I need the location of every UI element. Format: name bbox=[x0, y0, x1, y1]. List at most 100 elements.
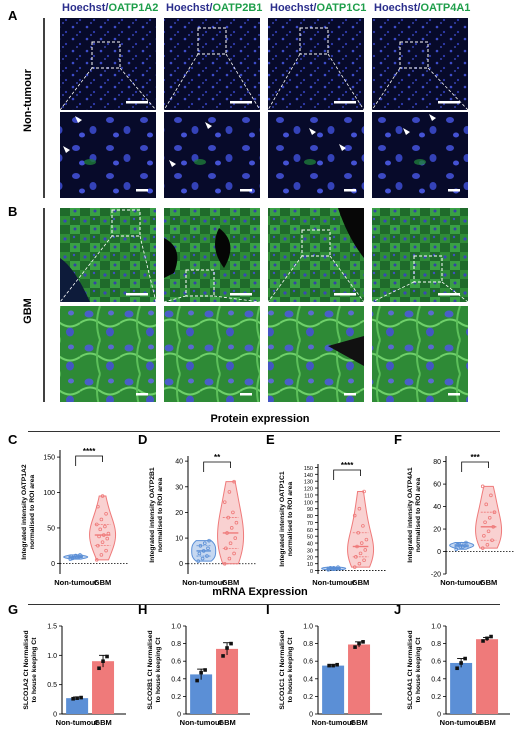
data-point bbox=[455, 666, 459, 671]
chart-d: D 0 10 20 30 40 Integrated intensity OATP2B1no… bbox=[138, 432, 256, 587]
data-point bbox=[356, 530, 361, 535]
micrograph-ov-nt-3 bbox=[267, 18, 365, 111]
column-header-oatp2b1: Hoechst/OATP2B1 bbox=[166, 2, 263, 14]
micrograph-zm-gbm-4 bbox=[372, 306, 468, 402]
data-point bbox=[232, 551, 236, 556]
data-point bbox=[75, 696, 79, 700]
data-point bbox=[486, 529, 491, 534]
y-axis-label: Integrated intensity OATP1A2normalised t… bbox=[21, 464, 36, 560]
x-category-label: GBM bbox=[94, 718, 112, 727]
data-point bbox=[234, 520, 239, 525]
data-point bbox=[224, 546, 228, 551]
y-tick-label: 0.5 bbox=[47, 682, 57, 689]
x-category-label: GBM bbox=[350, 718, 368, 727]
y-axis-label: SLCO1A2 Ct Normalisedto house keeping Ct bbox=[23, 630, 38, 709]
panel-letter-h: H bbox=[138, 602, 147, 617]
data-point bbox=[483, 520, 487, 525]
data-point bbox=[361, 640, 365, 644]
chart-g: G 0 0.5 1.0 1.5 SLCO1A2 Ct Normalisedto house… bbox=[8, 602, 126, 727]
y-tick-label: 40 bbox=[307, 542, 313, 548]
y-tick-label: 0.6 bbox=[171, 659, 181, 666]
chart-h: H 0 0.2 0.4 0.6 0.8 1.0 SLCO2B1 Ct Normalisedto… bbox=[138, 602, 250, 727]
chart-i: I 0 0.2 0.4 0.6 0.8 1.0 SLCO1C1 Ct Normalisedto… bbox=[266, 602, 382, 727]
zoom-line bbox=[329, 255, 365, 303]
zoom-region-box bbox=[91, 41, 121, 69]
zoom-region-box bbox=[185, 269, 215, 297]
y-tick-label: 80 bbox=[433, 459, 441, 466]
y-tick-label: 1.5 bbox=[47, 624, 57, 631]
data-point bbox=[99, 517, 104, 522]
x-category-label: GBM bbox=[222, 578, 240, 587]
x-category-label: Non-tumour bbox=[440, 578, 483, 587]
y-tick-label: 50 bbox=[47, 525, 55, 532]
y-tick-label: 0.2 bbox=[303, 694, 313, 701]
y-tick-label: 10 bbox=[307, 562, 313, 568]
zoom-line bbox=[267, 255, 303, 303]
y-axis-label: Integrated intensity OATP1C1normalised t… bbox=[279, 471, 294, 567]
significance-bracket bbox=[333, 469, 361, 480]
data-point bbox=[363, 548, 368, 552]
data-point bbox=[480, 546, 485, 550]
data-point bbox=[202, 541, 207, 546]
data-point bbox=[225, 646, 229, 650]
data-point bbox=[106, 531, 111, 536]
data-point bbox=[336, 565, 340, 569]
panel-letter-a: A bbox=[8, 8, 18, 23]
significance-bracket bbox=[461, 461, 489, 472]
zoom-line bbox=[371, 281, 415, 303]
scale-bar bbox=[240, 393, 252, 396]
data-point bbox=[199, 670, 203, 675]
bar-non-tumour bbox=[322, 665, 345, 714]
y-tick-label: 80 bbox=[307, 514, 313, 520]
data-point bbox=[358, 551, 363, 556]
data-point bbox=[79, 554, 83, 559]
y-tick-label: 40 bbox=[433, 504, 441, 511]
y-tick-label: 100 bbox=[304, 500, 313, 506]
data-point bbox=[206, 546, 210, 551]
data-point bbox=[490, 538, 494, 543]
zoom-line bbox=[267, 53, 301, 111]
x-category-label: Non-tumour bbox=[312, 578, 355, 587]
x-category-label: Non-tumour bbox=[56, 718, 99, 727]
bar-gbm bbox=[92, 661, 115, 714]
panel-letter-i: I bbox=[266, 602, 270, 617]
data-point bbox=[485, 542, 490, 547]
data-point bbox=[352, 513, 357, 518]
data-point bbox=[104, 511, 108, 516]
y-tick-label: 0 bbox=[53, 712, 57, 719]
data-point bbox=[364, 537, 369, 542]
data-point bbox=[100, 540, 105, 544]
y-axis-label: SLCO1C1 Ct Normalisedto house keeping Ct bbox=[279, 630, 294, 709]
zoom-line bbox=[213, 295, 261, 303]
data-point bbox=[459, 661, 463, 665]
data-point bbox=[99, 553, 104, 557]
panel-letter-j: J bbox=[394, 602, 401, 617]
scale-bar bbox=[230, 101, 252, 104]
data-point bbox=[101, 533, 106, 537]
y-tick-label: 20 bbox=[433, 527, 441, 534]
zoom-region-box bbox=[111, 209, 141, 237]
data-point bbox=[335, 662, 339, 667]
data-point bbox=[354, 555, 358, 559]
data-point bbox=[94, 558, 99, 562]
data-point bbox=[331, 663, 335, 668]
violin-gbm bbox=[347, 491, 375, 568]
significance-bracket bbox=[75, 455, 103, 466]
y-axis-label: SLCO2B1 Ct Normalisedto house keeping Ct bbox=[147, 630, 162, 709]
scale-bar bbox=[230, 293, 252, 296]
data-point bbox=[205, 554, 209, 558]
zoom-line bbox=[163, 53, 199, 111]
data-point bbox=[101, 659, 105, 663]
violin-gbm bbox=[89, 495, 117, 561]
x-category-label: GBM bbox=[352, 578, 370, 587]
data-point bbox=[104, 548, 108, 553]
scale-bar bbox=[136, 189, 148, 192]
zoom-line bbox=[371, 67, 401, 111]
data-point bbox=[489, 493, 493, 498]
significance-label: ** bbox=[214, 453, 221, 462]
data-point bbox=[459, 541, 464, 546]
data-point bbox=[480, 484, 485, 489]
data-point bbox=[464, 540, 468, 545]
micrograph-zm-nt-2 bbox=[164, 112, 260, 198]
violin-gbm bbox=[217, 481, 245, 565]
